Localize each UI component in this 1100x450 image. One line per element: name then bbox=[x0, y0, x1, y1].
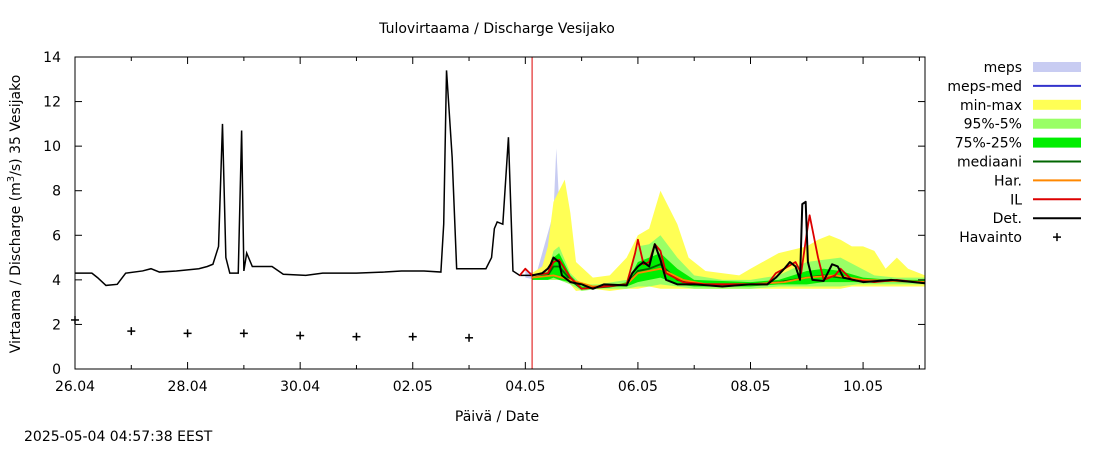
y-tick-label: 6 bbox=[52, 228, 61, 244]
havainto-point bbox=[296, 331, 305, 340]
timestamp: 2025-05-04 04:57:38 EEST bbox=[24, 429, 213, 445]
legend-label: IL bbox=[1010, 192, 1022, 208]
y-tick-label: 8 bbox=[52, 184, 61, 200]
series-det bbox=[531, 200, 926, 290]
havainto-point bbox=[465, 333, 474, 342]
legend-item-har-: Har. bbox=[994, 173, 1081, 189]
x-tick-label: 30.04 bbox=[280, 379, 320, 395]
x-tick-label: 10.05 bbox=[843, 379, 883, 395]
legend-label: Har. bbox=[994, 173, 1022, 189]
x-tick-label: 06.05 bbox=[618, 379, 658, 395]
y-tick-label: 14 bbox=[43, 50, 61, 66]
y-axis-label: Virtaama / Discharge (m3/s) 35 Vesijako bbox=[6, 75, 24, 354]
legend-label: 75%-25% bbox=[955, 136, 1022, 152]
legend-swatch bbox=[1033, 118, 1081, 129]
y-tick-label: 2 bbox=[52, 317, 61, 333]
legend-item-75-25-: 75%-25% bbox=[955, 136, 1081, 152]
legend-item-det-: Det. bbox=[993, 211, 1081, 227]
y-tick-label: 12 bbox=[43, 95, 61, 111]
legend-label: meps-med bbox=[947, 79, 1022, 95]
x-axis-label: Päivä / Date bbox=[455, 409, 539, 425]
legend-label: mediaani bbox=[957, 155, 1022, 171]
y-tick-label: 10 bbox=[43, 139, 61, 155]
chart-title: Tulovirtaama / Discharge Vesijako bbox=[378, 21, 615, 37]
havainto-point bbox=[408, 332, 417, 341]
legend-item-meps: meps bbox=[984, 60, 1081, 76]
legend-label: min-max bbox=[960, 98, 1022, 114]
x-tick-label: 04.05 bbox=[505, 379, 545, 395]
legend-item-95-5-: 95%-5% bbox=[964, 117, 1081, 133]
series-observed bbox=[75, 70, 533, 287]
legend-item-havainto: Havainto bbox=[959, 230, 1061, 246]
legend-item-mediaani: mediaani bbox=[957, 155, 1081, 171]
plot-frame bbox=[74, 56, 926, 370]
y-tick-label: 0 bbox=[52, 362, 61, 378]
legend-label: meps bbox=[984, 60, 1022, 76]
legend-label: Det. bbox=[993, 211, 1022, 227]
x-tick-label: 26.04 bbox=[55, 379, 95, 395]
x-tick-label: 02.05 bbox=[393, 379, 433, 395]
legend-label: 95%-5% bbox=[964, 117, 1022, 133]
x-tick-label: 08.05 bbox=[730, 379, 770, 395]
havainto-point bbox=[183, 329, 192, 338]
x-tick-label: 28.04 bbox=[168, 379, 208, 395]
havainto-point bbox=[127, 327, 136, 336]
legend-item-il: IL bbox=[1010, 192, 1081, 208]
series-mediaani bbox=[531, 263, 926, 290]
havainto-point bbox=[352, 332, 361, 341]
legend-swatch bbox=[1033, 137, 1081, 148]
legend-item-min-max: min-max bbox=[960, 98, 1081, 114]
legend-label: Havainto bbox=[959, 230, 1022, 246]
series-il bbox=[519, 214, 926, 290]
legend-item-meps-med: meps-med bbox=[947, 79, 1081, 95]
plot-area: 0 2 4 6 8 10 12 14 26.04 28.04 30.04 02.05 04.05 06.0… bbox=[43, 50, 926, 395]
havainto-point bbox=[239, 329, 248, 338]
legend-swatch bbox=[1033, 99, 1081, 110]
legend: meps meps-med min-max 95%-5% 75%-25% mediaani… bbox=[947, 60, 1081, 246]
legend-swatch bbox=[1033, 62, 1081, 72]
y-tick-label: 4 bbox=[52, 273, 61, 289]
